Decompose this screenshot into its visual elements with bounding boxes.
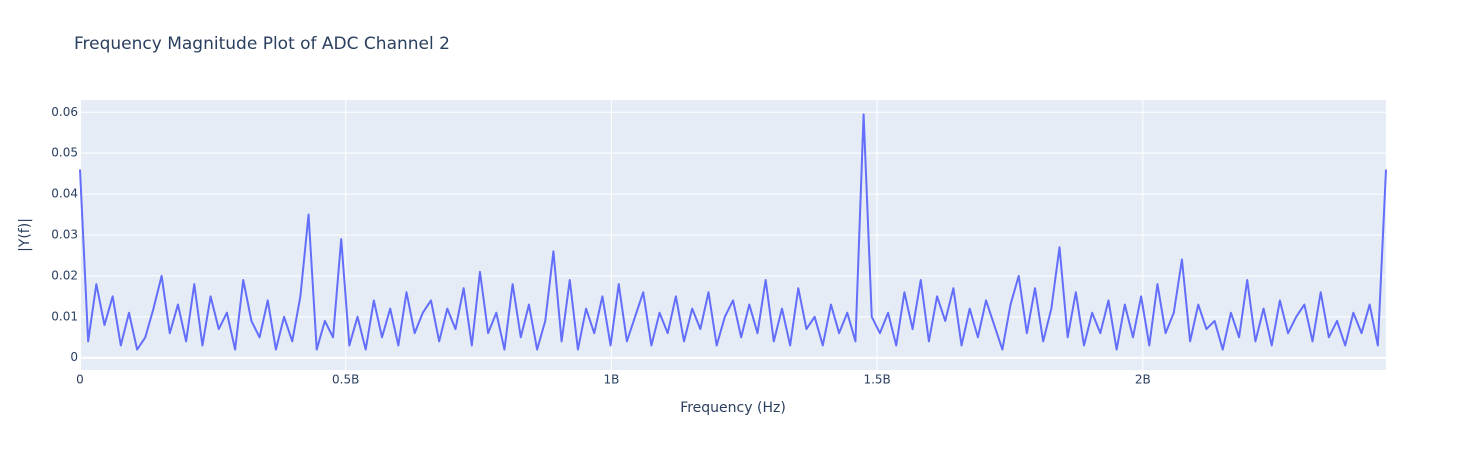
grid-layer <box>79 100 1386 370</box>
y-tick-label: 0.04 <box>51 187 78 201</box>
y-tick-label: 0.05 <box>51 146 78 160</box>
y-tick-label: 0.06 <box>51 105 78 119</box>
y-tick-label: 0.01 <box>51 309 78 323</box>
y-axis-title: |Y(f)| <box>17 218 33 252</box>
labels-layer: 0 0.01 0.02 0.03 0.04 0.05 0.06 0 0.5B 1B 1.5B 2B <box>51 105 1150 387</box>
x-tick-label: 1.5B <box>863 373 890 387</box>
x-tick-label: 1B <box>603 373 619 387</box>
y-tick-label: 0.03 <box>51 228 78 242</box>
x-tick-label: 0.5B <box>332 373 359 387</box>
x-tick-label: 2B <box>1135 373 1151 387</box>
x-tick-label: 0 <box>76 373 84 387</box>
chart-title: Frequency Magnitude Plot of ADC Channel … <box>74 34 450 54</box>
data-line <box>79 113 1387 351</box>
marks-layer <box>79 113 1387 351</box>
y-tick-label: 0.02 <box>51 268 78 282</box>
y-tick-label: 0 <box>70 350 78 364</box>
x-axis-title: Frequency (Hz) <box>680 400 786 416</box>
